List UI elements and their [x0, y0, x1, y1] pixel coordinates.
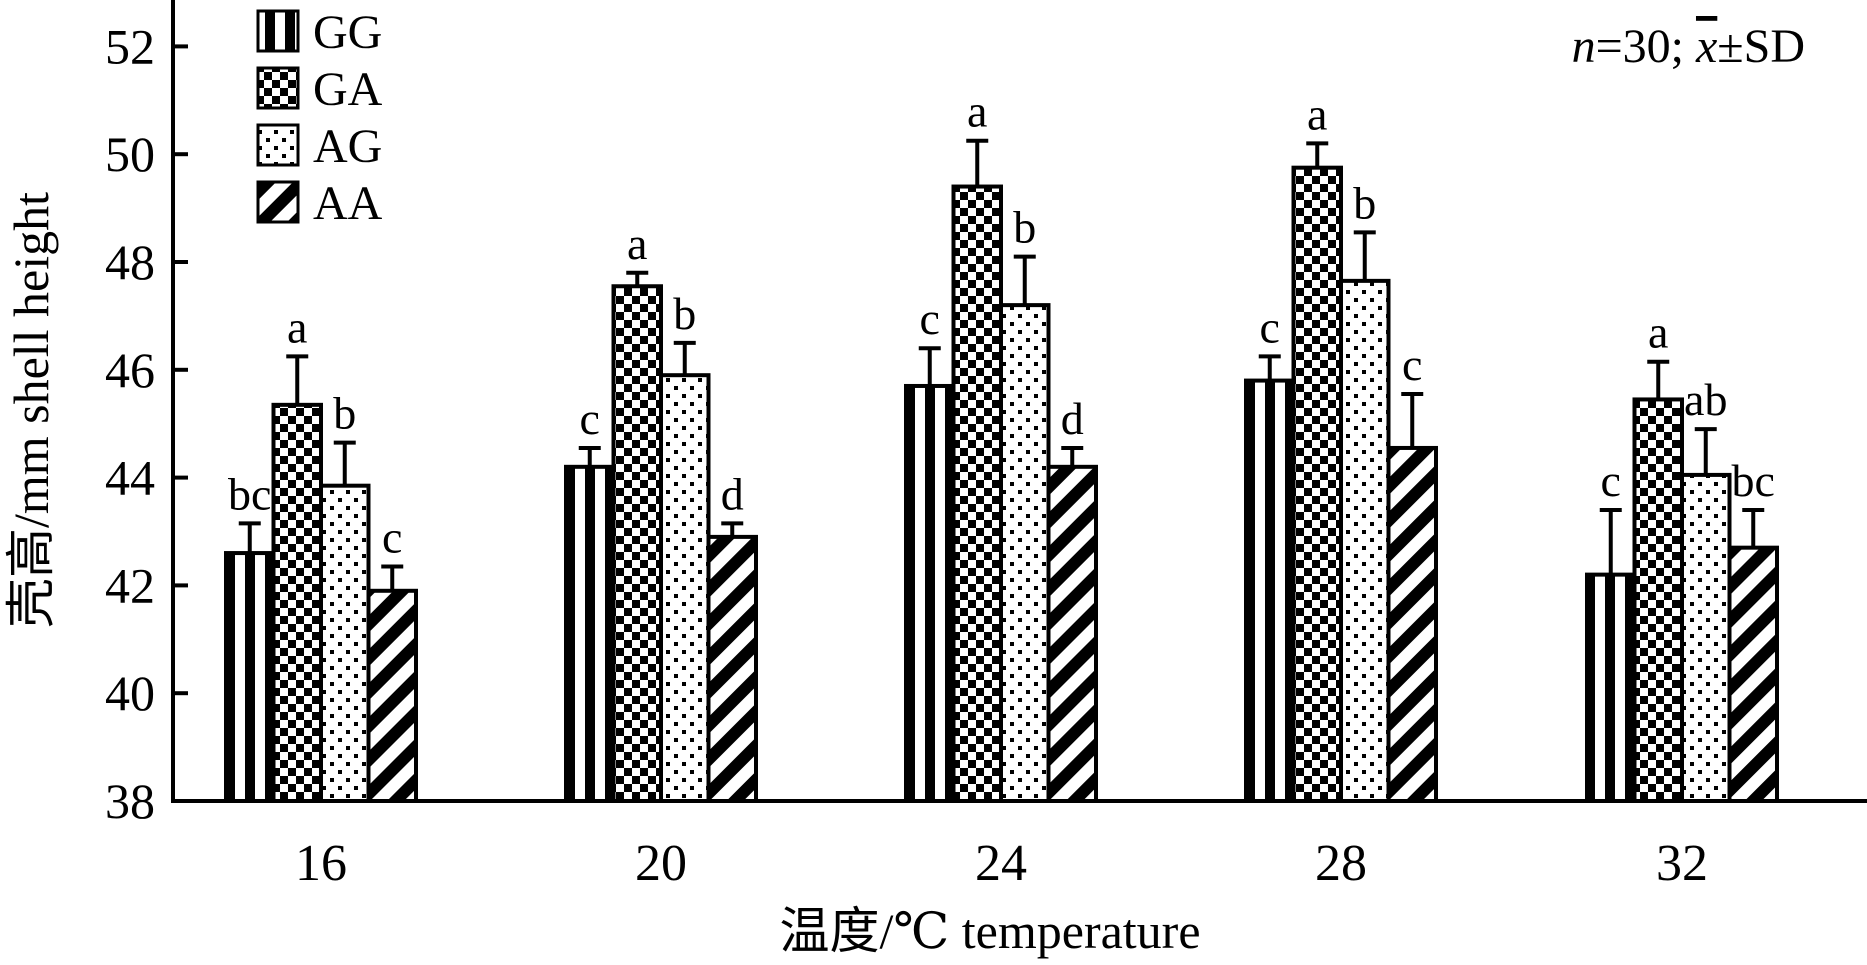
legend-swatch-ga	[256, 66, 300, 110]
significance-letter-ag-24: b	[1013, 202, 1036, 253]
y-tick-label: 42	[105, 557, 155, 613]
bar-ag-32	[1680, 472, 1732, 803]
significance-letter-ga-24: a	[967, 86, 987, 137]
y-tick-label: 46	[105, 342, 155, 398]
n-symbol: n	[1572, 20, 1596, 73]
legend-swatch-aa	[256, 180, 300, 224]
significance-letter-aa-16: c	[382, 512, 402, 563]
n-value: =30;	[1596, 20, 1696, 73]
bar-ga-28	[1291, 165, 1343, 804]
bar-ag-28	[1339, 278, 1391, 803]
y-tick-label: 44	[105, 450, 155, 506]
y-axis-title: 壳高/mm shell height	[3, 192, 59, 628]
y-tick-label: 50	[105, 126, 155, 182]
bar-ga-20	[611, 284, 663, 803]
x-tick-label: 32	[1656, 835, 1708, 892]
bar-ga-24	[951, 184, 1003, 804]
significance-letter-ag-16: b	[333, 388, 356, 439]
bar-aa-28	[1386, 445, 1438, 803]
bar-aa-24	[1046, 464, 1098, 803]
legend-label-aa: AA	[313, 177, 383, 230]
x-tick-label: 16	[295, 835, 347, 892]
bar-aa-16	[366, 588, 418, 803]
significance-letter-aa-32: bc	[1732, 455, 1775, 506]
error-bars	[238, 138, 1765, 591]
sd-text: ±SD	[1717, 20, 1805, 73]
significance-letter-ga-20: a	[627, 218, 647, 269]
legend-label-ga: GA	[313, 63, 383, 116]
mean-symbol: x	[1695, 20, 1717, 73]
legend-swatch-ag	[256, 123, 300, 167]
x-ticks: 16 20 24 28 32	[295, 835, 1708, 892]
significance-letter-aa-28: c	[1402, 339, 1422, 390]
significance-letter-gg-16: bc	[228, 468, 271, 519]
bar-ga-16	[271, 402, 323, 803]
significance-letter-gg-20: c	[580, 393, 600, 444]
x-tick-label: 28	[1315, 835, 1367, 892]
significance-letter-gg-24: c	[920, 293, 940, 344]
legend-label-gg: GG	[313, 6, 382, 59]
bar-gg-16	[224, 551, 276, 803]
x-tick-label: 20	[635, 835, 687, 892]
bar-ag-16	[319, 483, 371, 803]
significance-letter-gg-28: c	[1260, 301, 1280, 352]
bar-aa-32	[1727, 545, 1779, 803]
y-tick-label: 38	[105, 773, 155, 829]
bar-ag-20	[659, 373, 711, 803]
bars	[224, 165, 1779, 804]
y-tick-label: 48	[105, 234, 155, 290]
significance-letter-ag-20: b	[673, 288, 696, 339]
legend-swatch-gg	[256, 9, 300, 53]
legend-label-ag: AG	[313, 120, 382, 173]
significance-letter-aa-24: d	[1061, 393, 1084, 444]
bar-gg-24	[904, 383, 956, 803]
bar-aa-20	[706, 534, 758, 803]
bar-ag-24	[999, 303, 1051, 803]
axes	[171, 0, 1867, 803]
sample-size-annotation: n=30; x±SD	[1572, 20, 1805, 73]
significance-letter-ga-16: a	[287, 301, 307, 352]
y-tick-label: 40	[105, 665, 155, 721]
significance-letter-ag-32: ab	[1684, 374, 1727, 425]
bar-gg-20	[564, 464, 616, 803]
y-tick-label: 52	[105, 18, 155, 74]
x-axis-title: 温度/℃ temperature	[779, 903, 1200, 959]
significance-letter-gg-32: c	[1601, 455, 1621, 506]
significance-letter-ga-28: a	[1307, 88, 1327, 139]
y-ticks: 38 40 42 44 46 48 50 52	[105, 18, 188, 829]
significance-letter-ag-28: b	[1353, 177, 1376, 228]
bar-gg-32	[1585, 572, 1637, 803]
significance-letter-ga-32: a	[1648, 307, 1668, 358]
significance-letter-aa-20: d	[721, 468, 744, 519]
bar-gg-28	[1244, 378, 1296, 803]
x-tick-label: 24	[975, 835, 1027, 892]
bar-ga-32	[1632, 397, 1684, 803]
